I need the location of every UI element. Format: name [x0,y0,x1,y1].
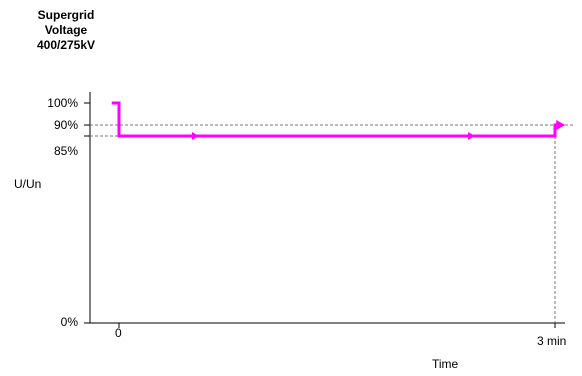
y-tick-label-90: 90% [53,118,78,132]
x-tick-label-0: 0 [115,326,122,340]
chart-title-line-2: Voltage [44,23,88,37]
plot-area [111,101,566,140]
arrow-head-1 [468,132,476,140]
chart-axes [84,92,565,328]
y-tick-label-100: 100% [47,96,78,110]
chart-title-line-1: Supergrid [37,8,95,22]
x-axis-label: Time [432,357,459,371]
series-line-0 [111,101,563,138]
y-axis-label: U/Un [14,177,42,191]
arrow-head-0 [191,132,199,140]
chart-title: Supergrid Voltage 400/275kV [0,8,132,53]
x-tick-label-3min: 3 min [537,334,567,348]
chart-title-line-3: 400/275kV [36,38,96,52]
arrow-head-2 [556,120,566,130]
y-tick-label-0: 0% [60,315,78,329]
reference-lines [90,124,573,323]
y-tick-label-85: 85% [53,144,78,158]
